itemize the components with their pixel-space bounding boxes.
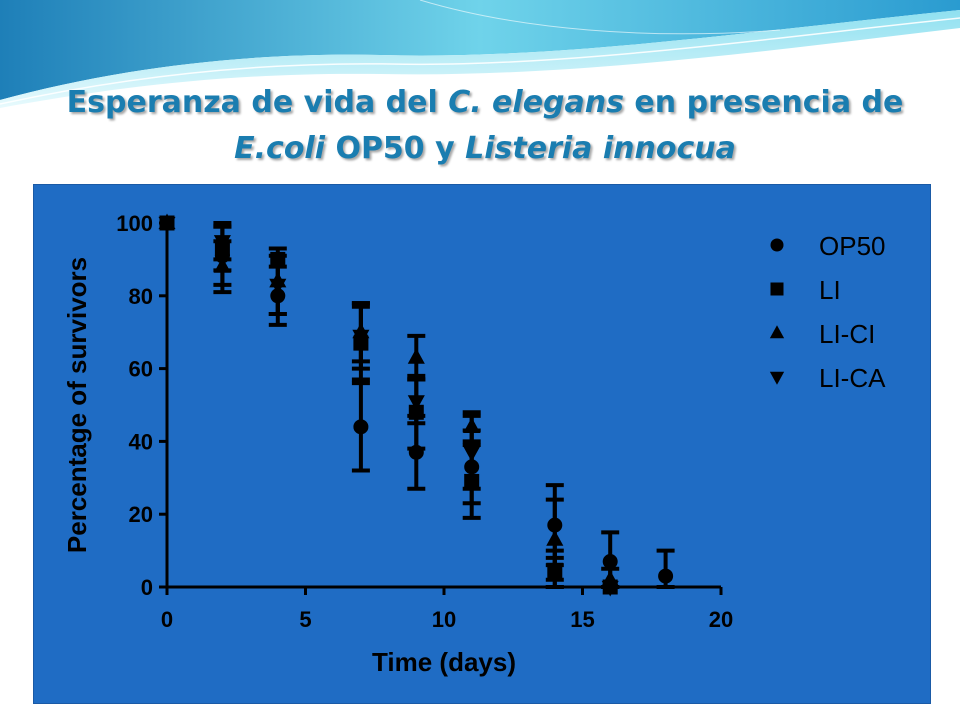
title-run: Listeria innocua [465,131,736,166]
legend-marker [770,282,784,296]
x-tick-label: 20 [709,607,733,632]
data-point [407,395,425,411]
legend-item: LI-CI [769,319,875,349]
data-point [352,329,370,346]
chart-axes: 0 20 40 60 80 100 0 5 10 15 20 [116,211,733,632]
y-tick-label: 0 [141,575,153,600]
slide-title-line-2: E.coli OP50 y Listeria innocua [40,126,930,172]
data-point [213,235,231,251]
data-point [463,446,481,462]
legend-item: LI [770,275,841,305]
title-run: Esperanza de vida del [66,85,449,120]
chart-panel: 0 20 40 60 80 100 0 5 10 15 20 OP50 LI LI-CI LI-CA Ti… [33,184,931,704]
x-tick-label: 5 [299,607,311,632]
slide-title-line-1: Esperanza de vida del C. elegans en pres… [40,80,930,126]
title-run: E.coli [234,131,325,166]
y-tick-label: 60 [129,357,153,382]
x-axis-label: Time (days) [372,647,516,677]
x-tick-label: 15 [570,607,594,632]
chart-marks [158,213,675,597]
data-point [602,554,618,570]
legend-label: LI-CI [819,319,875,349]
legend-item: OP50 [770,231,886,261]
legend-label: LI-CA [819,363,886,393]
title-run: OP50 y [325,131,466,166]
data-point [269,278,287,295]
title-run: en presencia de [623,85,904,120]
y-tick-label: 80 [129,284,153,309]
legend-label: OP50 [819,231,886,261]
chart-legend: OP50 LI LI-CI LI-CA [769,231,886,393]
x-tick-label: 10 [432,607,456,632]
title-run: C. elegans [448,85,624,120]
series-li-ci [158,213,620,589]
data-point [353,419,369,435]
y-tick-label: 40 [129,429,153,454]
data-point [213,257,231,273]
data-point [601,580,619,597]
y-tick-label: 100 [116,211,153,236]
data-point [407,348,425,364]
y-axis-label: Percentage of survivors [62,257,92,553]
x-tick-label: 0 [161,607,173,632]
y-tick-label: 20 [129,502,153,527]
decorative-header-waves [0,0,960,108]
data-point [546,562,564,579]
slide-title: Esperanza de vida del C. elegans en pres… [40,80,930,172]
data-point [158,216,176,233]
legend-marker [770,238,784,252]
legend-item: LI-CA [769,363,886,393]
legend-marker [769,325,785,339]
series-li-ca [158,216,619,597]
legend-marker [769,371,785,385]
legend-label: LI [819,275,841,305]
survival-chart: 0 20 40 60 80 100 0 5 10 15 20 OP50 LI LI-CI LI-CA Ti… [62,211,886,677]
data-point [658,568,674,584]
data-point [546,530,564,546]
